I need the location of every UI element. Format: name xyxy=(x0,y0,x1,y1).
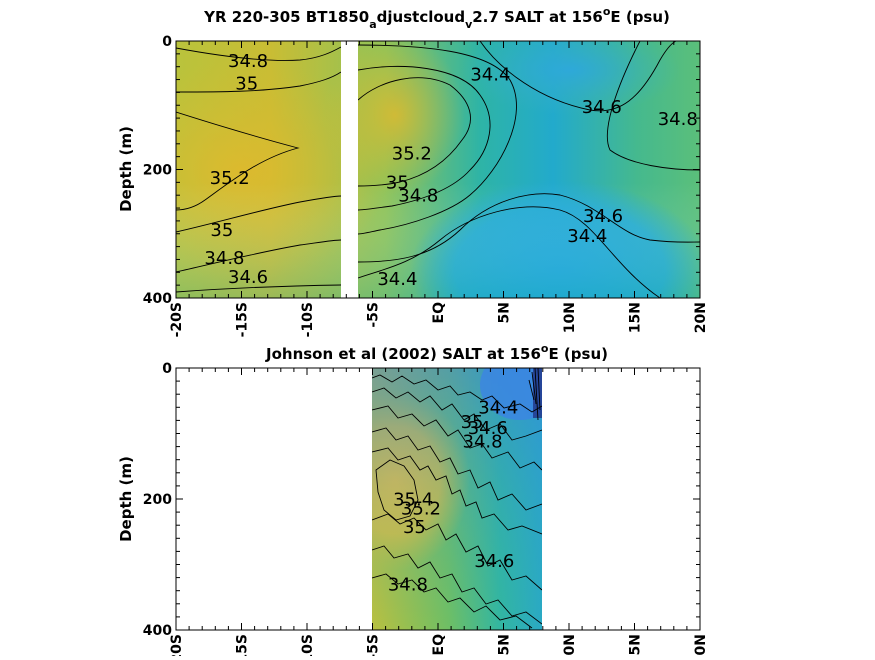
top-contour-label: 34.6 xyxy=(582,97,622,118)
top-contour-label: 34.4 xyxy=(377,269,417,290)
x-tick-label: 5N xyxy=(497,302,513,323)
top-contour-label: 35 xyxy=(386,173,409,194)
x-tick-label: -20S xyxy=(169,634,185,656)
top-contour-label: 34.8 xyxy=(658,109,698,130)
x-tick-label: 15N xyxy=(628,634,644,656)
y-tick-label: 400 xyxy=(143,291,172,307)
bottom-contour-label: 35 xyxy=(461,412,484,433)
bottom-chart-title: Johnson et al (2002) SALT at 156oE (psu) xyxy=(265,342,608,363)
x-tick-label: 15N xyxy=(628,302,644,333)
x-tick-label: -15S xyxy=(235,634,251,656)
top-contour-label: 35 xyxy=(235,74,258,95)
top-contour-label: 34.4 xyxy=(567,226,607,247)
top-contour-label: 34.8 xyxy=(204,248,244,269)
bottom-contour-label: 34.6 xyxy=(468,418,508,439)
x-tick-label: 10N xyxy=(562,302,578,333)
x-tick-label: EQ xyxy=(431,302,447,324)
bottom-axis-ticks: -20S -15S -10S -5S EQ 5N 10N 15N 20N 0 200 400 xyxy=(143,361,709,660)
x-tick-label: -20S xyxy=(169,302,185,337)
top-data-gap xyxy=(341,41,358,298)
y-tick-label: 0 xyxy=(162,34,172,50)
bottom-contour-label: 34.4 xyxy=(478,398,518,419)
top-contour-label: 34.8 xyxy=(398,185,438,206)
x-tick-label: -5S xyxy=(366,634,382,656)
y-tick-label: 0 xyxy=(162,361,172,377)
top-chart-title: YR 220-305 BT1850adjustcloudv2.7 SALT at… xyxy=(203,5,670,31)
x-tick-label: -10S xyxy=(300,302,316,337)
bottom-contour-label: 34.6 xyxy=(474,551,514,572)
x-tick-label: EQ xyxy=(431,634,447,656)
top-contour-label: 35.2 xyxy=(210,168,250,189)
top-contour-label: 35.2 xyxy=(392,144,432,165)
x-tick-label: 20N xyxy=(693,302,709,333)
top-contour-label: 34.6 xyxy=(583,206,623,227)
x-tick-label: 5N xyxy=(497,634,513,655)
top-axis-ticks: -20S -15S -10S -5S EQ 5N 10N 15N 20N 0 200 400 xyxy=(143,34,709,337)
top-contour-label: 34.4 xyxy=(470,65,510,86)
x-tick-label: -5S xyxy=(366,302,382,328)
bottom-contour-label: 35.2 xyxy=(401,498,441,519)
top-field xyxy=(176,41,700,298)
top-contour-labels: 34.83535.23534.834.635.23534.834.434.634… xyxy=(204,51,697,290)
y-tick-label: 200 xyxy=(143,163,172,179)
bottom-contour-label: 35.4 xyxy=(393,489,433,510)
top-contour-label: 34.8 xyxy=(228,51,268,72)
bottom-contour-label: 34.8 xyxy=(463,432,503,453)
bottom-panel: Johnson et al (2002) SALT at 156oE (psu)… xyxy=(117,342,709,660)
bottom-y-axis-label: Depth (m) xyxy=(117,456,135,542)
top-y-axis-label: Depth (m) xyxy=(117,126,135,212)
x-tick-label: 20N xyxy=(693,634,709,656)
bottom-contour-label: 34.8 xyxy=(388,574,428,595)
top-contour-label: 34.6 xyxy=(228,267,268,288)
y-tick-label: 400 xyxy=(143,623,172,639)
x-tick-label: -10S xyxy=(300,634,316,656)
top-contour-label: 35 xyxy=(210,220,233,241)
x-tick-label: -15S xyxy=(235,302,251,337)
bottom-contour-label: 35 xyxy=(403,517,426,538)
y-tick-label: 200 xyxy=(143,492,172,508)
x-tick-label: 10N xyxy=(562,634,578,656)
top-panel: YR 220-305 BT1850adjustcloudv2.7 SALT at… xyxy=(117,5,709,337)
bottom-field xyxy=(372,368,542,630)
